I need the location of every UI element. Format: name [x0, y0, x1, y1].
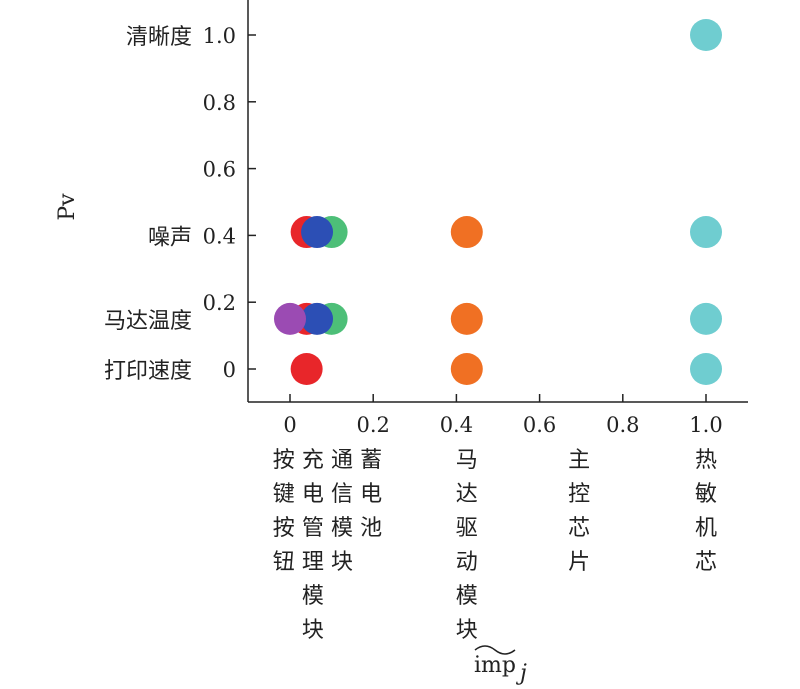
data-point: [450, 353, 483, 385]
y-axis-title: Pv: [55, 193, 80, 221]
x-tick-label: 0.4: [440, 413, 473, 437]
x-axis-title-subscript: j: [515, 661, 527, 686]
x-category-label: 通信模块: [331, 448, 353, 575]
axes: [247, 0, 748, 403]
data-point: [690, 19, 722, 51]
y-tick-label: 1.0: [203, 24, 236, 48]
data-point: [690, 302, 722, 335]
y-category-label: 噪声: [148, 225, 192, 250]
x-category-label: 按键按钮: [273, 448, 295, 575]
data-point: [450, 302, 483, 335]
y-tick-label: 0.6: [203, 158, 236, 182]
data-point: [301, 302, 334, 335]
data-point: [290, 353, 323, 385]
y-category-label: 打印速度: [104, 359, 192, 384]
x-category-label: 蓄电池: [360, 448, 382, 541]
x-category-label: 主控芯片: [568, 448, 590, 575]
x-category-label: 马达驱动模块: [456, 448, 478, 643]
y-tick-label: 0.2: [203, 291, 236, 315]
data-point: [690, 353, 722, 385]
x-tick-label: 0: [283, 413, 296, 437]
data-point: [450, 216, 483, 249]
y-category-label: 马达温度: [104, 309, 192, 334]
y-category-label: 清晰度: [126, 25, 192, 50]
data-points: [274, 19, 722, 385]
x-tick-label: 1.0: [689, 413, 722, 437]
y-tick-label: 0: [223, 358, 236, 382]
y-tick-label: 0.8: [203, 91, 236, 115]
data-point: [274, 302, 306, 335]
x-category-label: 充电管理模块: [302, 448, 324, 643]
x-tick-label: 0.2: [356, 413, 389, 437]
x-tick-label: 0.6: [523, 413, 556, 437]
y-tick-label: 0.4: [203, 224, 236, 248]
x-axis-title-tilde: [474, 645, 516, 655]
x-tick-label: 0.8: [606, 413, 639, 437]
data-point: [301, 216, 334, 249]
labels: 0 0.2 0.4 0.6 0.8 1.0 0 0.2 0.4 0.6 0.8 1.0 清晰度噪声马达温…: [55, 24, 723, 686]
x-category-label: 热敏机芯: [695, 448, 717, 575]
x-axis-title: imp: [474, 653, 516, 678]
data-point: [690, 216, 722, 249]
